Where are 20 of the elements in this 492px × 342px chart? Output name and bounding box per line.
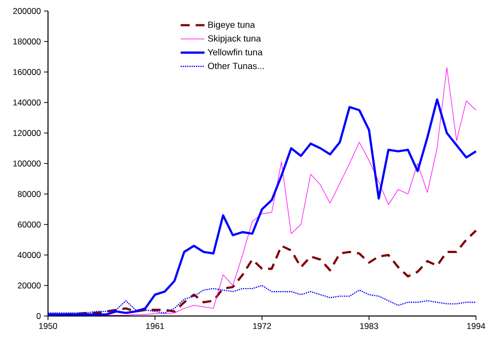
y-tick-label: 100000 (13, 160, 41, 166)
legend-label: Skipjack tuna (208, 35, 261, 44)
y-tick-label: 140000 (13, 100, 41, 106)
legend-label: Other Tunas... (208, 62, 264, 70)
x-tick-label: 1983 (360, 323, 378, 330)
x-tick-label: 1994 (467, 323, 486, 330)
legend-label: Yellowfin tuna (208, 48, 263, 56)
legend-label: Bigeye tuna (208, 21, 255, 30)
y-tick-label: 200000 (13, 8, 41, 14)
y-tick-label: 0 (36, 313, 41, 319)
x-tick-label: 1961 (146, 323, 164, 330)
x-tick-label: 1972 (253, 323, 271, 330)
x-tick-label: 1950 (39, 323, 58, 330)
y-tick-label: 40000 (18, 252, 41, 258)
y-tick-label: 60000 (18, 222, 41, 228)
y-tick-label: 80000 (18, 191, 41, 197)
y-tick-label: 180000 (13, 38, 41, 44)
y-tick-label: 120000 (13, 130, 41, 136)
y-tick-label: 160000 (13, 69, 41, 75)
y-tick-label: 20000 (18, 282, 41, 288)
